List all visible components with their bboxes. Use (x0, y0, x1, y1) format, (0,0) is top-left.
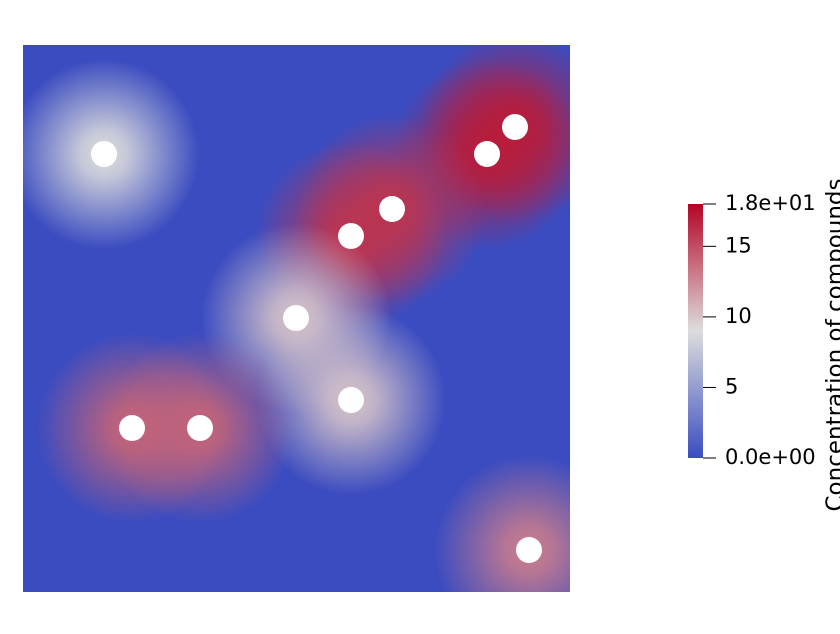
hole (502, 114, 528, 140)
hole (187, 415, 213, 441)
colorbar (688, 204, 703, 458)
hole (338, 387, 364, 413)
hole (91, 141, 117, 167)
hole (119, 415, 145, 441)
hole (379, 196, 405, 222)
colorbar-title: Concentration of compounds (823, 178, 840, 511)
hole (283, 305, 309, 331)
colorbar-tick-label: 0.0e+00 (725, 445, 816, 469)
colorbar-tick-label: 10 (725, 304, 752, 328)
hole (474, 141, 500, 167)
colorbar-tick-label: 5 (725, 374, 738, 398)
colorbar-tick-label: 15 (725, 233, 752, 257)
colorbar-tick-label: 1.8e+01 (725, 191, 816, 215)
hole (516, 537, 542, 563)
hole (338, 223, 364, 249)
